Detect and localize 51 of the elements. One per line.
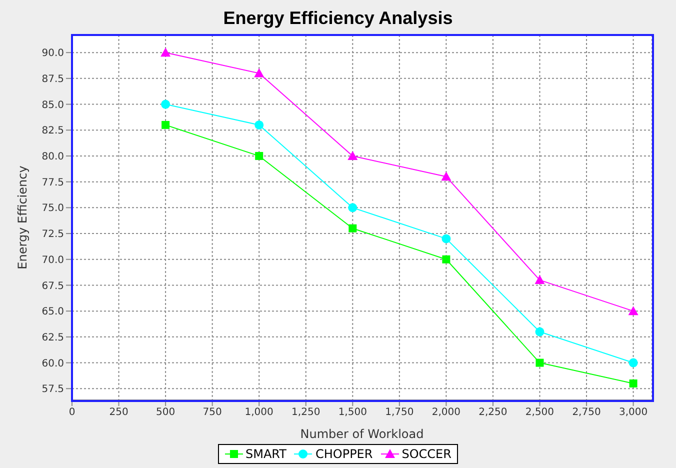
y-tick-label: 80.0 (42, 152, 64, 163)
x-tick-label: 1,250 (292, 407, 320, 418)
y-tick-label: 62.5 (42, 332, 64, 344)
point (162, 120, 170, 129)
x-tick-label: 1,750 (385, 407, 414, 418)
x-tick-label: 1,500 (338, 407, 367, 418)
y-tick-label: 65.0 (42, 306, 64, 318)
x-tick-label: 750 (202, 407, 222, 418)
point (628, 306, 638, 316)
y-tick-label: 57.5 (42, 384, 64, 396)
x-tick-label: 2,250 (478, 407, 508, 418)
point (348, 203, 358, 212)
y-tick-label: 87.5 (42, 74, 64, 85)
legend-label: SOCCER (400, 447, 452, 461)
x-tick-label: 2,500 (525, 407, 554, 418)
point (348, 224, 357, 232)
point (535, 327, 544, 336)
y-tick-label: 75.0 (42, 203, 64, 214)
y-tick-label: 85.0 (42, 100, 64, 111)
point (629, 379, 638, 388)
point (442, 255, 450, 264)
chart-title: Energy Efficiency Analysis (222, 8, 454, 29)
x-tick-label: 0 (68, 407, 76, 418)
x-tick-label: 500 (156, 407, 176, 418)
legend-label: CHOPPER (314, 447, 373, 461)
point (254, 120, 264, 130)
y-tick-label: 70.0 (42, 254, 64, 266)
x-tick-label: 1,000 (244, 407, 274, 418)
point (534, 275, 545, 284)
point (160, 48, 171, 57)
point (441, 172, 452, 181)
y-tick-label: 82.5 (42, 126, 64, 137)
point (536, 358, 544, 367)
point (442, 234, 451, 244)
point (254, 68, 264, 78)
legend-label: SMART (244, 447, 286, 461)
y-axis-title: Energy Efficiency (15, 166, 30, 270)
x-tick-label: 2,000 (432, 407, 461, 418)
x-tick-label: 3,000 (618, 407, 648, 418)
y-tick-label: 60.0 (42, 358, 64, 370)
x-axis-title: Number of Workload (300, 427, 424, 441)
y-tick-label: 77.5 (42, 177, 64, 188)
y-tick-label: 67.5 (42, 280, 64, 292)
point (161, 100, 170, 109)
x-tick-label: 2,750 (572, 407, 601, 418)
point (348, 150, 358, 160)
y-tick-label: 90.0 (42, 48, 64, 60)
x-tick-label: 250 (109, 407, 128, 418)
point (255, 152, 264, 160)
y-tick-label: 72.5 (42, 229, 64, 240)
point (628, 358, 638, 368)
